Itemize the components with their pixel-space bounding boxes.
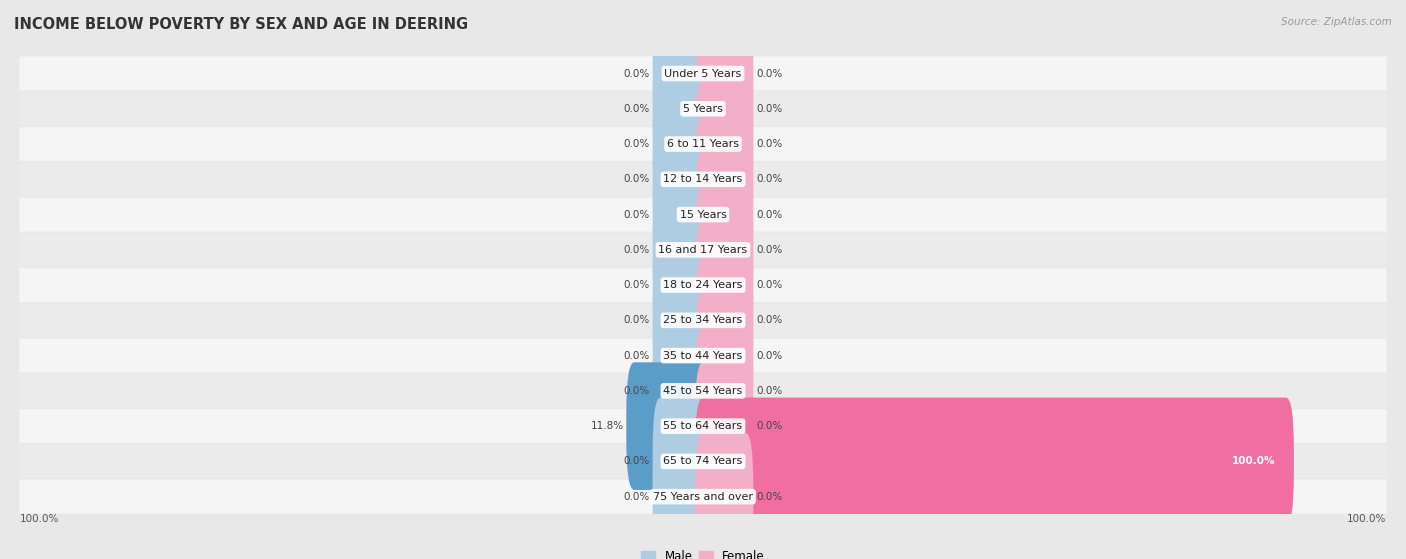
Legend: Male, Female: Male, Female <box>637 546 769 559</box>
Text: 12 to 14 Years: 12 to 14 Years <box>664 174 742 184</box>
FancyBboxPatch shape <box>695 292 754 419</box>
Text: 0.0%: 0.0% <box>624 139 650 149</box>
FancyBboxPatch shape <box>652 327 711 454</box>
FancyBboxPatch shape <box>695 433 754 559</box>
Text: INCOME BELOW POVERTY BY SEX AND AGE IN DEERING: INCOME BELOW POVERTY BY SEX AND AGE IN D… <box>14 17 468 32</box>
FancyBboxPatch shape <box>695 116 754 243</box>
Text: 0.0%: 0.0% <box>624 174 650 184</box>
FancyBboxPatch shape <box>20 162 1386 196</box>
FancyBboxPatch shape <box>652 397 711 525</box>
Text: 0.0%: 0.0% <box>756 210 782 220</box>
Text: 0.0%: 0.0% <box>624 386 650 396</box>
Text: 0.0%: 0.0% <box>624 104 650 114</box>
FancyBboxPatch shape <box>652 45 711 173</box>
Text: 0.0%: 0.0% <box>624 210 650 220</box>
Text: 0.0%: 0.0% <box>624 350 650 361</box>
FancyBboxPatch shape <box>695 10 754 138</box>
Text: 0.0%: 0.0% <box>756 315 782 325</box>
FancyBboxPatch shape <box>20 480 1386 514</box>
FancyBboxPatch shape <box>652 257 711 384</box>
FancyBboxPatch shape <box>652 433 711 559</box>
FancyBboxPatch shape <box>20 444 1386 479</box>
Text: 0.0%: 0.0% <box>756 139 782 149</box>
FancyBboxPatch shape <box>20 127 1386 161</box>
Text: 11.8%: 11.8% <box>591 421 624 431</box>
Text: 5 Years: 5 Years <box>683 104 723 114</box>
Text: 0.0%: 0.0% <box>756 421 782 431</box>
FancyBboxPatch shape <box>652 151 711 278</box>
Text: 0.0%: 0.0% <box>756 104 782 114</box>
FancyBboxPatch shape <box>20 339 1386 372</box>
FancyBboxPatch shape <box>20 304 1386 337</box>
FancyBboxPatch shape <box>20 374 1386 408</box>
Text: 100.0%: 100.0% <box>1232 456 1275 466</box>
Text: 0.0%: 0.0% <box>756 386 782 396</box>
FancyBboxPatch shape <box>20 56 1386 91</box>
FancyBboxPatch shape <box>20 92 1386 126</box>
FancyBboxPatch shape <box>695 397 1294 525</box>
FancyBboxPatch shape <box>20 268 1386 302</box>
Text: 35 to 44 Years: 35 to 44 Years <box>664 350 742 361</box>
Text: 75 Years and over: 75 Years and over <box>652 492 754 501</box>
FancyBboxPatch shape <box>652 116 711 243</box>
Text: 0.0%: 0.0% <box>624 245 650 255</box>
FancyBboxPatch shape <box>652 292 711 419</box>
FancyBboxPatch shape <box>695 257 754 384</box>
FancyBboxPatch shape <box>652 80 711 208</box>
FancyBboxPatch shape <box>652 10 711 138</box>
Text: 0.0%: 0.0% <box>624 456 650 466</box>
FancyBboxPatch shape <box>695 80 754 208</box>
Text: 0.0%: 0.0% <box>756 492 782 501</box>
FancyBboxPatch shape <box>695 221 754 349</box>
Text: 0.0%: 0.0% <box>624 69 650 78</box>
Text: Source: ZipAtlas.com: Source: ZipAtlas.com <box>1281 17 1392 27</box>
FancyBboxPatch shape <box>20 233 1386 267</box>
FancyBboxPatch shape <box>695 362 754 490</box>
Text: 0.0%: 0.0% <box>624 315 650 325</box>
FancyBboxPatch shape <box>695 45 754 173</box>
Text: 55 to 64 Years: 55 to 64 Years <box>664 421 742 431</box>
Text: 100.0%: 100.0% <box>1347 514 1386 524</box>
Text: 45 to 54 Years: 45 to 54 Years <box>664 386 742 396</box>
Text: 0.0%: 0.0% <box>756 174 782 184</box>
Text: 16 and 17 Years: 16 and 17 Years <box>658 245 748 255</box>
Text: 15 Years: 15 Years <box>679 210 727 220</box>
Text: 6 to 11 Years: 6 to 11 Years <box>666 139 740 149</box>
FancyBboxPatch shape <box>695 327 754 454</box>
Text: 25 to 34 Years: 25 to 34 Years <box>664 315 742 325</box>
FancyBboxPatch shape <box>695 186 754 314</box>
FancyBboxPatch shape <box>20 198 1386 231</box>
FancyBboxPatch shape <box>20 409 1386 443</box>
FancyBboxPatch shape <box>695 151 754 278</box>
Text: 100.0%: 100.0% <box>20 514 59 524</box>
Text: 0.0%: 0.0% <box>624 280 650 290</box>
Text: 65 to 74 Years: 65 to 74 Years <box>664 456 742 466</box>
Text: Under 5 Years: Under 5 Years <box>665 69 741 78</box>
FancyBboxPatch shape <box>626 362 711 490</box>
FancyBboxPatch shape <box>652 186 711 314</box>
Text: 0.0%: 0.0% <box>756 245 782 255</box>
Text: 0.0%: 0.0% <box>756 69 782 78</box>
Text: 0.0%: 0.0% <box>624 492 650 501</box>
Text: 0.0%: 0.0% <box>756 350 782 361</box>
Text: 18 to 24 Years: 18 to 24 Years <box>664 280 742 290</box>
FancyBboxPatch shape <box>652 221 711 349</box>
Text: 0.0%: 0.0% <box>756 280 782 290</box>
